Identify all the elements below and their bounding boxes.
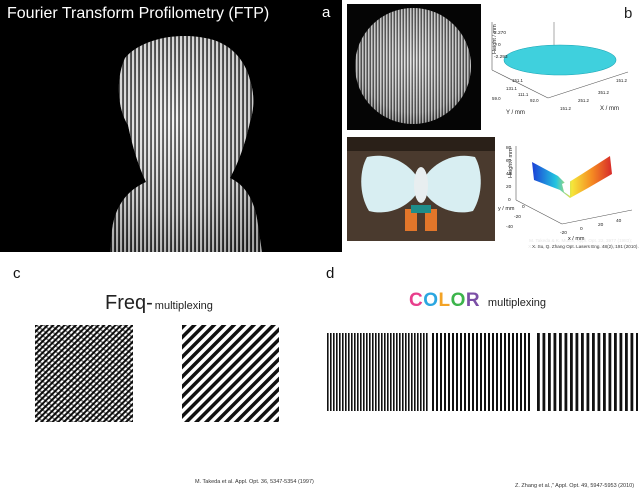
b1-xtick-3: 151.2 bbox=[616, 78, 628, 83]
b1-ztick-1: 0 bbox=[498, 42, 501, 48]
b2-xlabel: x / mm bbox=[568, 236, 585, 242]
b1-ytick-0: 151.1 bbox=[512, 78, 524, 83]
color-letter-l: L bbox=[438, 290, 451, 311]
b2-xtick-1: 0 bbox=[580, 226, 583, 232]
b1-xlabel: X / mm bbox=[600, 106, 619, 112]
panel-letter-d: d bbox=[326, 265, 335, 282]
surface-plot-object: Height / mm 80 60 40 20 0 0 -20 -40 -20 … bbox=[498, 145, 633, 242]
panel-letter-c: c bbox=[13, 265, 21, 282]
b2-ztick-0: 80 bbox=[506, 145, 512, 151]
b2-ztick-1: 60 bbox=[506, 158, 512, 164]
object-surface bbox=[532, 156, 612, 198]
b2-ztick-4: 0 bbox=[508, 197, 511, 203]
b1-ytick-4: 59.0 bbox=[492, 96, 501, 101]
b2-ylabel: y / mm bbox=[498, 206, 515, 212]
b1-ytick-3: 92.0 bbox=[530, 98, 539, 103]
crossed-fringe-pattern bbox=[35, 325, 133, 422]
ftp-citation-2: X. Su & W. Chen, Opt. Lasers Eng. 35, 26… bbox=[528, 244, 632, 249]
b2-ztick-3: 20 bbox=[506, 184, 512, 190]
freq-citation: M. Takeda et al. Appl. Opt. 36, 5347-535… bbox=[195, 479, 314, 485]
ftp-panel bbox=[0, 0, 342, 252]
ftp-citation-1: M. Takeda & K. Mutoh, Appl. Opt. 22, 397… bbox=[529, 238, 632, 243]
color-letter-c: C bbox=[409, 290, 424, 311]
b1-xtick-0: 151.2 bbox=[560, 106, 572, 111]
freq-title-small: multiplexing bbox=[154, 300, 213, 312]
color-letter-r: R bbox=[465, 290, 481, 311]
panel-letter-b: b bbox=[624, 5, 633, 22]
b1-ylabel: Y / mm bbox=[506, 110, 525, 116]
b1-xtick-2: 351.2 bbox=[598, 90, 610, 95]
color-title-small: multiplexing bbox=[487, 297, 547, 309]
b1-ztick-0: 2.270 bbox=[494, 30, 506, 36]
b1-zlabel: Height / mm bbox=[492, 24, 498, 54]
color-multiplexing-title: COLOR multiplexing bbox=[409, 290, 546, 312]
vertical-fringe-fine bbox=[327, 333, 428, 411]
panel-letter-a: a bbox=[322, 4, 331, 21]
color-letter-o2: O bbox=[450, 290, 466, 311]
color-letter-o1: O bbox=[423, 290, 439, 311]
b1-ytick-2: 111.1 bbox=[518, 92, 529, 97]
surface-plot-disk: Height / mm 2.270 0 -2.293 151.1 131.1 1… bbox=[491, 22, 629, 116]
color-word: COLOR bbox=[409, 290, 486, 311]
diagonal-fringe-pattern bbox=[182, 325, 279, 422]
fringe-object-photo bbox=[347, 137, 495, 241]
b2-xtick-3: 40 bbox=[616, 218, 622, 224]
freq-title-big: Freq- bbox=[105, 292, 153, 314]
b1-xtick-1: 251.2 bbox=[578, 98, 590, 103]
b2-ytick-1: -20 bbox=[514, 214, 521, 220]
fringe-disk-image bbox=[347, 4, 481, 130]
b2-zlabel: Height / mm bbox=[508, 148, 514, 178]
object-citation: X. Su, Q. Zhang Opt. Lasers Eng. 48(2), … bbox=[532, 244, 639, 249]
b2-ytick-2: -40 bbox=[506, 224, 513, 230]
color-citation: Z. Zhang et al.," Appl. Opt. 49, 5947-59… bbox=[515, 483, 635, 489]
fringe-statue-image bbox=[110, 36, 262, 252]
ftp-title: Fourier Transform Profilometry (FTP) bbox=[7, 5, 270, 22]
vertical-fringe-medium bbox=[432, 333, 532, 411]
b2-xtick-2: 20 bbox=[598, 222, 604, 228]
b2-ytick-0: 0 bbox=[522, 204, 525, 210]
b1-ytick-1: 131.1 bbox=[506, 86, 518, 91]
disk-surface bbox=[504, 45, 616, 75]
freq-multiplexing-title: Freq-multiplexing bbox=[105, 292, 213, 315]
b2-ztick-2: 40 bbox=[506, 171, 512, 177]
b2-xtick-0: -20 bbox=[560, 230, 567, 236]
b1-ztick-2: -2.293 bbox=[494, 54, 508, 60]
vertical-fringe-coarse bbox=[537, 333, 638, 411]
